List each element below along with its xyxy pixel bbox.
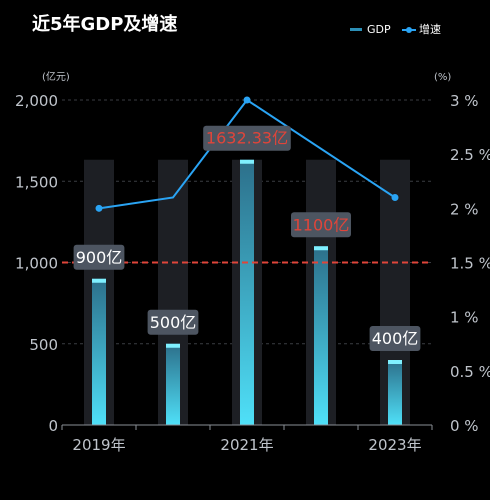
x-tick-label: 2019年 [72,436,125,454]
data-label: 400亿 [372,329,419,348]
bar-cap [240,159,254,164]
legend-gdp-label: GDP [367,23,391,36]
bar-gdp [166,343,180,425]
data-label-bg [203,125,291,151]
growth-point [95,204,103,212]
bar-cap [166,343,180,348]
y-left-tick-label: 0 [48,417,58,435]
bar-gdp [388,360,402,425]
y-left-unit-label: (亿元) [42,70,70,83]
data-label: 500亿 [150,313,197,332]
y-right-tick-label: 1 % [450,309,479,327]
y-left-tick-label: 500 [29,336,58,354]
bar-gdp [92,278,106,425]
data-label: 1100亿 [293,215,350,234]
y-left-tick-label: 1,000 [15,255,58,273]
y-left-tick-label: 2,000 [15,92,58,110]
y-right-tick-label: 0 % [450,417,479,435]
data-label-bg [291,212,351,238]
y-right-tick-label: 2.5 % [450,146,493,164]
legend-gdp-swatch [350,28,362,31]
data-label-bg [369,326,421,351]
right-edge-panel [490,0,500,500]
legend-growth-dot [406,27,412,33]
data-label: 1632.33亿 [206,129,288,148]
y-right-unit-label: (%) [434,72,451,83]
data-label-bg [73,244,125,270]
growth-point [243,96,251,104]
x-tick-label: 2023年 [368,436,421,454]
chart-title: 近5年GDP及增速 [32,14,178,35]
x-tick-label: 2021年 [220,436,273,454]
bar-gdp [314,246,328,425]
growth-point [391,194,399,201]
y-right-tick-label: 2 % [450,200,479,218]
bar-cap [388,360,402,364]
legend-growth-label: 增速 [419,23,441,36]
y-right-tick-label: 0.5 % [450,363,493,381]
bar-cap [92,278,106,283]
data-label-bg [147,309,199,335]
bar-gdp [240,159,254,425]
bar-cap [314,246,328,251]
data-label: 900亿 [76,248,123,267]
y-left-tick-label: 1,500 [15,173,58,191]
y-right-tick-label: 1.5 % [450,255,493,273]
y-right-tick-label: 3 % [450,92,479,110]
